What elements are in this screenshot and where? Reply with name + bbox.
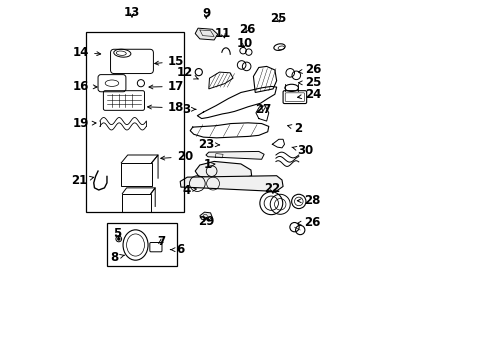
Text: 3: 3 (182, 103, 195, 116)
Text: 30: 30 (291, 144, 313, 157)
Text: 21: 21 (71, 174, 93, 187)
Text: 15: 15 (154, 55, 183, 68)
Text: 23: 23 (198, 138, 219, 151)
Text: 26: 26 (298, 63, 321, 76)
Text: 29: 29 (198, 215, 214, 228)
Polygon shape (205, 152, 264, 159)
Bar (122, 194, 151, 212)
Text: 14: 14 (73, 46, 101, 59)
Text: 26: 26 (297, 216, 320, 229)
Text: 8: 8 (110, 251, 124, 264)
Text: 5: 5 (113, 227, 122, 240)
Polygon shape (195, 161, 251, 179)
Text: 28: 28 (297, 194, 320, 207)
Text: 7: 7 (157, 235, 165, 248)
Text: 27: 27 (254, 103, 271, 116)
Text: 13: 13 (123, 6, 140, 19)
Text: 6: 6 (170, 243, 184, 256)
Text: 4: 4 (182, 184, 196, 197)
Text: 16: 16 (73, 80, 97, 93)
Text: 17: 17 (149, 80, 183, 93)
Text: 12: 12 (176, 66, 198, 79)
Bar (85, 32, 183, 212)
Text: 25: 25 (298, 76, 321, 89)
Text: 25: 25 (270, 12, 286, 25)
Text: 2: 2 (287, 122, 301, 135)
Text: 24: 24 (297, 89, 321, 102)
Text: 1: 1 (203, 158, 215, 171)
Bar (121, 163, 151, 186)
Text: 9: 9 (202, 8, 210, 21)
Text: 20: 20 (161, 150, 192, 163)
Text: 11: 11 (215, 27, 231, 40)
Polygon shape (200, 212, 212, 220)
Text: 18: 18 (147, 102, 183, 114)
Bar (107, 223, 176, 266)
Circle shape (117, 238, 120, 240)
Text: 19: 19 (73, 117, 96, 130)
Text: 26: 26 (239, 23, 255, 36)
Text: 10: 10 (236, 37, 252, 50)
Polygon shape (180, 176, 283, 192)
Polygon shape (195, 28, 217, 40)
Text: 22: 22 (264, 183, 280, 195)
